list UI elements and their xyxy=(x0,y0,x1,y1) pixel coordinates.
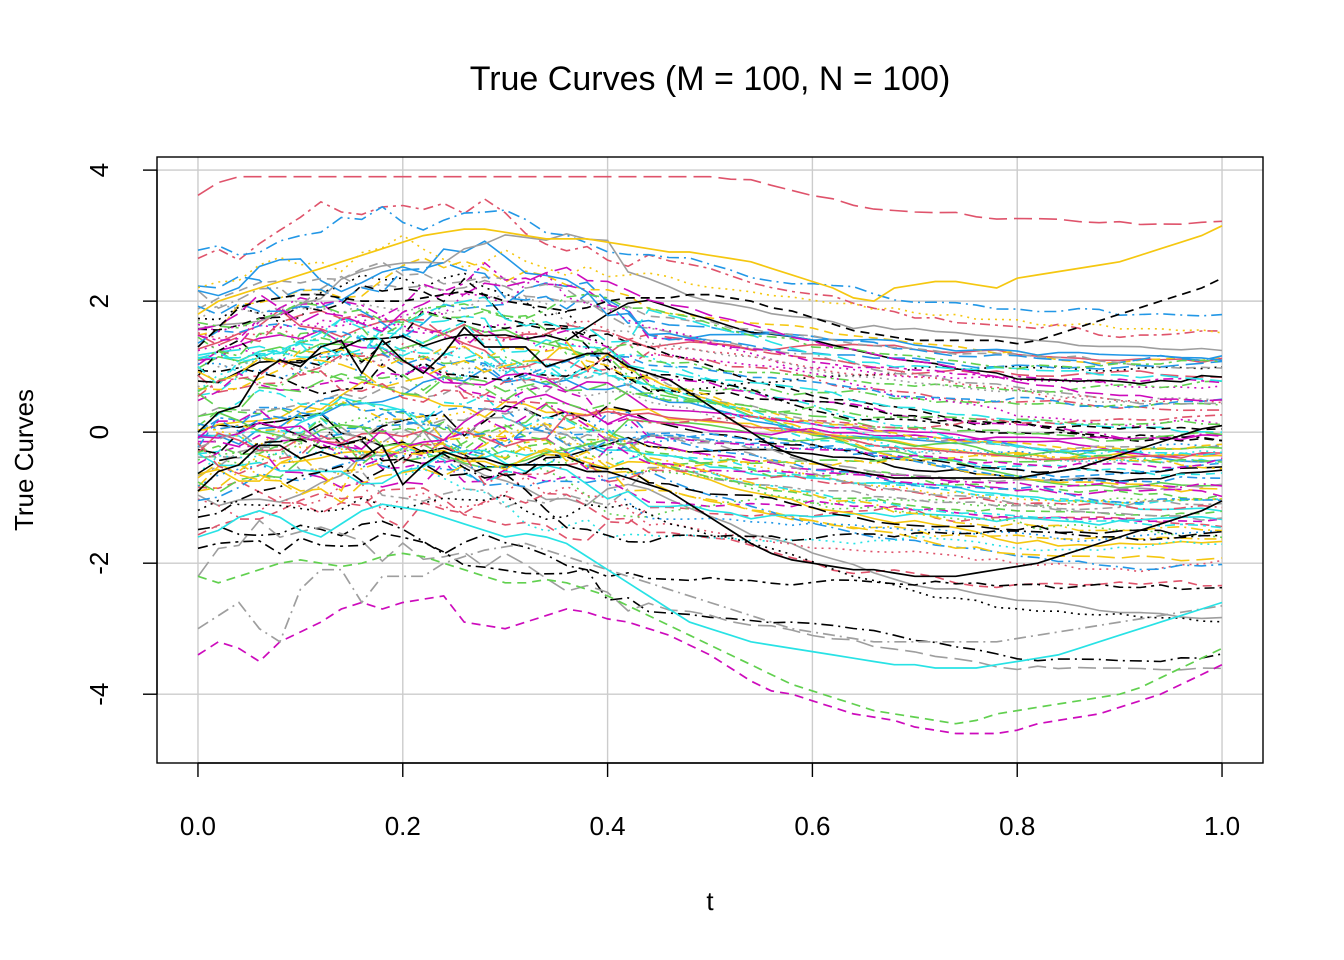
curve-line xyxy=(197,450,1223,543)
curve-line xyxy=(197,417,1223,518)
curve-line xyxy=(197,410,1223,504)
curve-line xyxy=(197,552,1223,725)
curve-line xyxy=(197,326,1223,409)
curve-line xyxy=(197,322,1223,409)
curve-line xyxy=(197,396,1223,483)
x-tick-label: 0.2 xyxy=(385,811,421,841)
y-tick-label: 2 xyxy=(84,294,114,308)
curve-line xyxy=(197,266,1223,402)
curve-line xyxy=(197,393,1222,450)
curve-line xyxy=(197,240,1223,362)
x-tick-label: 0.4 xyxy=(590,811,626,841)
y-tick-label: -2 xyxy=(84,552,114,575)
curve-line xyxy=(197,277,1223,431)
curve-line xyxy=(197,372,1223,443)
curve-line xyxy=(197,296,1223,382)
curve-line xyxy=(197,272,1223,427)
curve-line xyxy=(197,326,1223,479)
curve-line xyxy=(197,458,1223,571)
curve-line xyxy=(197,256,1223,365)
curve-line xyxy=(197,261,1223,370)
curve-line xyxy=(197,317,1223,457)
y-tick-label: 0 xyxy=(84,425,114,439)
curve-line xyxy=(197,352,1223,456)
curve-line xyxy=(197,444,1223,578)
curve-line xyxy=(197,446,1223,511)
curve-line xyxy=(197,475,1223,573)
curve-line xyxy=(197,520,1223,663)
curve-line xyxy=(197,205,1223,317)
y-axis-label: True Curves xyxy=(9,389,39,531)
curve-line xyxy=(197,309,1223,443)
x-axis: 0.0 0.2 0.4 0.6 0.8 1.0 xyxy=(180,762,1240,841)
curve-line xyxy=(197,400,1223,474)
x-tick-label: 1.0 xyxy=(1204,811,1240,841)
x-axis-label: t xyxy=(706,886,714,916)
curve-line xyxy=(197,407,1223,521)
x-tick-label: 0.6 xyxy=(794,811,830,841)
curve-line xyxy=(197,225,1223,315)
curve-line xyxy=(197,403,1223,494)
curve-line xyxy=(197,299,1223,385)
curve-line xyxy=(197,446,1223,562)
curve-line xyxy=(197,402,1223,489)
curve-line xyxy=(197,344,1223,464)
curve-line xyxy=(197,358,1223,442)
curve-line xyxy=(197,369,1223,426)
curve-line xyxy=(197,429,1222,540)
x-tick-label: 0.8 xyxy=(999,811,1035,841)
curve-line xyxy=(197,277,1223,348)
curve-line xyxy=(197,503,1223,669)
curve-line xyxy=(197,434,1223,511)
curve-line xyxy=(197,532,1223,591)
curve-line xyxy=(197,295,1223,404)
y-tick-label: -4 xyxy=(84,683,114,706)
y-tick-label: 4 xyxy=(84,163,114,177)
curves xyxy=(197,175,1223,735)
chart-title: True Curves (M = 100, N = 100) xyxy=(470,60,951,98)
curve-line xyxy=(197,542,1223,644)
curve-line xyxy=(197,315,1223,433)
curve-line xyxy=(197,275,1223,405)
curve-line xyxy=(197,389,1223,529)
x-tick-label: 0.0 xyxy=(180,811,216,841)
curve-line xyxy=(197,358,1223,431)
curve-line xyxy=(197,309,1223,378)
curve-line xyxy=(197,494,1223,623)
grid xyxy=(157,157,1263,763)
curve-line xyxy=(197,422,1223,532)
curve-line xyxy=(197,234,1223,334)
curve-line xyxy=(197,449,1223,526)
curve-line xyxy=(197,175,1223,226)
curve-line xyxy=(197,594,1223,735)
curve-line xyxy=(197,519,1223,671)
curve-line xyxy=(197,492,1223,589)
y-axis: -4 -2 0 2 4 xyxy=(84,163,158,706)
curve-line xyxy=(197,438,1223,538)
curve-line xyxy=(197,366,1223,469)
curve-line xyxy=(197,232,1223,352)
curve-line xyxy=(197,340,1223,493)
curve-line xyxy=(197,449,1223,544)
curve-line xyxy=(197,308,1223,372)
curve-line xyxy=(197,275,1223,367)
